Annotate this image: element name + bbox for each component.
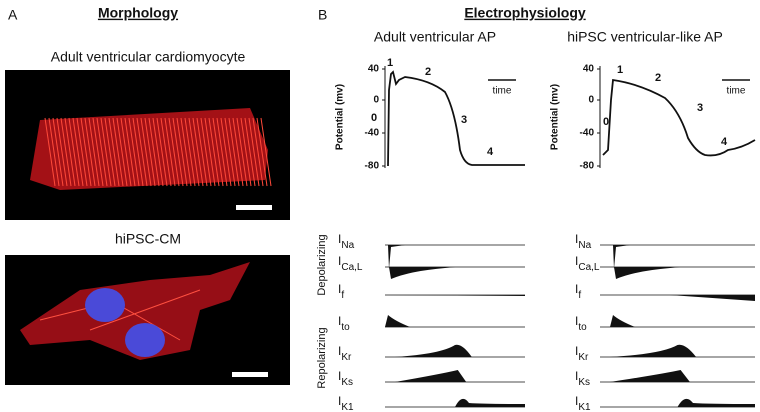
panel-title: Electrophysiology	[464, 5, 586, 21]
current-subscript: K1	[578, 402, 591, 412]
group-label: Repolarizing	[316, 327, 328, 388]
current-label: IKs	[575, 369, 590, 387]
y-axis-label: Potential (mv)	[335, 84, 346, 150]
current-subscript: to	[341, 322, 350, 333]
current-subscript: f	[341, 290, 344, 301]
action-potential	[387, 70, 525, 167]
current-label: INa	[338, 232, 355, 250]
current-subscript: K1	[341, 402, 354, 412]
current-trace	[610, 370, 690, 382]
current-trace	[610, 344, 697, 357]
y-tick-label: -40	[580, 128, 595, 139]
current-trace	[455, 398, 525, 407]
phase-label: 0	[371, 112, 377, 124]
current-symbol: I	[338, 232, 341, 246]
panel-title: Morphology	[98, 5, 178, 21]
current-symbol: I	[575, 254, 578, 268]
current-label: If	[338, 282, 344, 300]
current-trace	[395, 344, 472, 357]
y-tick-label: 0	[373, 95, 379, 106]
group-label: Depolarizing	[316, 234, 328, 295]
current-subscript: f	[578, 290, 581, 301]
phase-label: 2	[655, 72, 661, 84]
current-label: IK1	[338, 394, 354, 412]
current-subscript: Ks	[341, 377, 353, 388]
current-label: ICa,L	[338, 254, 363, 272]
current-label: If	[575, 282, 581, 300]
current-label: IKr	[338, 344, 352, 362]
phase-label: 1	[387, 57, 393, 69]
current-trace	[610, 267, 680, 279]
micrograph	[5, 255, 290, 385]
current-trace	[395, 370, 467, 382]
current-label: ICa,L	[575, 254, 600, 272]
action-potential	[602, 78, 756, 157]
phase-label: 3	[697, 102, 703, 114]
current-trace	[385, 295, 525, 296]
current-subscript: Kr	[578, 352, 589, 363]
panel-label: A	[8, 7, 18, 23]
phase-label: 2	[425, 66, 431, 78]
y-axis-label: Potential (mv)	[550, 84, 561, 150]
current-subscript: Kr	[341, 352, 352, 363]
current-subscript: Ca,L	[341, 262, 363, 273]
current-subscript: Na	[578, 240, 591, 251]
micrograph	[5, 70, 290, 220]
scale-label: time	[493, 86, 512, 97]
phase-label: 0	[603, 116, 609, 128]
phase-label: 4	[487, 146, 494, 158]
current-subscript: Ca,L	[578, 262, 600, 273]
current-symbol: I	[338, 394, 341, 408]
current-label: INa	[575, 232, 592, 250]
phase-label: 3	[461, 114, 467, 126]
current-label: IKs	[338, 369, 353, 387]
column-title: hiPSC ventricular-like AP	[567, 29, 723, 45]
current-subscript: Ks	[578, 377, 590, 388]
y-tick-label: 40	[368, 64, 380, 75]
current-trace	[385, 267, 455, 279]
current-trace	[677, 398, 755, 407]
current-symbol: I	[575, 394, 578, 408]
current-subscript: Na	[341, 240, 354, 251]
current-label: Ito	[338, 314, 350, 332]
scale-label: time	[727, 86, 746, 97]
current-symbol: I	[575, 232, 578, 246]
column-title: Adult ventricular AP	[374, 29, 496, 45]
current-symbol: I	[338, 254, 341, 268]
y-tick-label: -40	[365, 128, 380, 139]
phase-label: 4	[721, 136, 728, 148]
phase-label: 1	[617, 64, 623, 76]
current-trace	[610, 245, 630, 269]
current-symbol: I	[338, 369, 341, 383]
current-symbol: I	[338, 282, 341, 296]
y-tick-label: 40	[583, 64, 595, 75]
current-trace	[385, 315, 410, 327]
current-subscript: to	[578, 322, 587, 333]
current-trace	[610, 315, 635, 327]
current-label: IKr	[575, 344, 589, 362]
current-symbol: I	[575, 314, 578, 328]
y-tick-label: 0	[588, 95, 594, 106]
current-symbol: I	[575, 282, 578, 296]
current-symbol: I	[575, 344, 578, 358]
current-label: IK1	[575, 394, 591, 412]
current-trace	[670, 295, 755, 301]
current-symbol: I	[338, 344, 341, 358]
current-label: Ito	[575, 314, 587, 332]
current-symbol: I	[338, 314, 341, 328]
image-caption: hiPSC-CM	[115, 231, 181, 247]
image-caption: Adult ventricular cardiomyocyte	[51, 49, 246, 65]
y-tick-label: -80	[365, 161, 380, 172]
current-trace	[385, 245, 405, 269]
panel-label: B	[318, 7, 327, 23]
y-tick-label: -80	[580, 161, 595, 172]
current-symbol: I	[575, 369, 578, 383]
